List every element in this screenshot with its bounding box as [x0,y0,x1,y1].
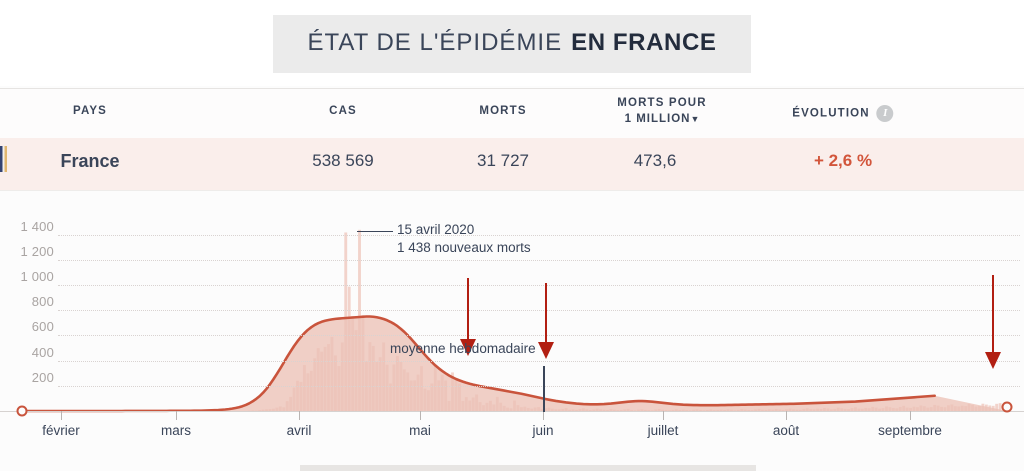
cell-morts-par-million: 473,6 [633,151,677,170]
page-title-light: ÉTAT DE L'ÉPIDÉMIE [307,29,563,56]
x-axis-tick-label: juin [532,423,554,438]
chart-plot-area [0,191,1024,471]
x-axis-tick [176,411,177,420]
column-header-evolution[interactable]: ÉVOLUTION i [792,105,894,122]
end-marker [1001,401,1013,413]
column-header-morts[interactable]: MORTS [479,105,526,117]
area-fill [22,316,1007,411]
column-header-pays-label: PAYS [72,105,108,117]
column-header-morts-label: MORTS [479,105,527,117]
cell-country: France [60,151,120,171]
bottom-divider [300,465,756,471]
column-header-morts-par-million-line2: 1 MILLION▼ [624,113,700,125]
arrow-marker-2 [537,283,555,359]
column-header-cas[interactable]: CAS [329,105,357,117]
x-axis-tick [910,411,911,420]
page-header: ÉTAT DE L'ÉPIDÉMIE EN FRANCE [0,0,1024,86]
x-axis-tick-label: août [772,423,800,438]
column-header-morts-par-million-line1: MORTS POUR [617,97,707,109]
deaths-chart: 200 400 600 800 1 000 1 200 1 400 février mars a… [0,190,1024,471]
y-axis-tick-label: 200 [31,369,54,385]
x-axis-tick [663,411,664,420]
y-axis-tick-label: 1 000 [20,269,54,284]
x-axis-tick-label: mai [409,423,431,438]
x-axis-tick [61,411,62,420]
x-axis-tick-label: avril [286,423,312,438]
column-header-evolution-label: ÉVOLUTION [792,107,870,120]
caret-down-icon[interactable]: ▼ [690,114,700,124]
arrow-head [985,352,1001,369]
weekly-average-label: moyenne hebdomadaire [390,341,536,356]
juin-marker-line [543,366,545,412]
peak-callout-line1: 15 avril 2020 [397,221,475,237]
x-axis-line [0,411,1024,412]
x-axis-tick-label: mars [161,423,191,438]
peak-callout-line2: 1 438 nouveaux morts [397,239,531,255]
x-axis-tick [543,411,544,420]
peak-callout-text: 15 avril 2020 1 438 nouveaux morts [397,221,531,257]
x-axis-tick [299,411,300,420]
gridline [58,234,1020,236]
x-axis-tick [786,411,787,420]
x-axis-tick-label: février [42,423,80,438]
gridline [58,335,1020,337]
gridline [58,360,1020,362]
arrow-marker-3 [984,275,1002,369]
column-header-pays[interactable]: PAYS [73,105,107,117]
peak-callout-leader-line [357,230,393,233]
arrow-marker-1 [459,278,477,356]
cell-cas: 538 569 [312,151,374,170]
stats-table-header: PAYS CAS MORTS MORTS POUR 1 MILLION▼ ÉVO… [0,88,1024,138]
gridline [58,285,1020,286]
y-axis-tick-label: 1 400 [20,218,54,234]
chart-svg [20,229,1009,413]
france-flag-icon [0,146,7,172]
y-axis-tick-label: 1 200 [20,243,54,259]
column-header-morts-par-million[interactable]: MORTS POUR 1 MILLION▼ [617,97,706,125]
cell-morts: 31 727 [477,151,529,170]
arrow-stem [466,278,470,340]
gridline [58,310,1020,312]
page-title: ÉTAT DE L'ÉPIDÉMIE EN FRANCE [273,15,751,73]
arrow-stem [544,283,548,343]
arrow-stem [991,275,995,353]
gridline [58,259,1020,261]
cell-evolution: + 2,6 % [813,151,873,170]
x-axis-tick-label: septembre [878,423,942,438]
info-icon[interactable]: i [876,105,894,122]
gridline [58,385,1020,387]
x-axis-tick-label: juillet [647,423,679,438]
y-axis-tick-label: 600 [31,319,54,335]
column-header-cas-label: CAS [329,105,357,117]
arrow-head [538,342,554,359]
page-title-bold: EN FRANCE [571,29,717,56]
y-axis-tick-label: 400 [31,344,54,360]
y-axis-tick-label: 800 [31,294,54,310]
x-axis-tick [420,411,421,420]
start-marker [16,405,28,417]
table-row[interactable]: France 538 569 31 727 473,6 + 2,6 % [0,138,1024,190]
arrow-head [460,339,476,356]
